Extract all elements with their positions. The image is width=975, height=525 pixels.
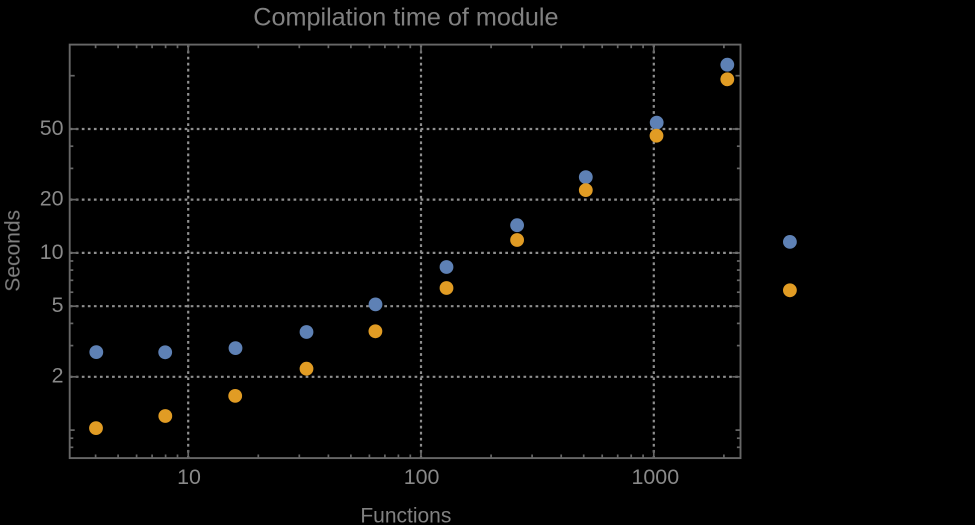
svg-text:5: 5 (52, 293, 64, 317)
svg-text:10: 10 (40, 240, 64, 264)
svg-text:2: 2 (52, 364, 64, 388)
svg-text:50: 50 (40, 116, 64, 140)
svg-text:1000: 1000 (632, 465, 680, 489)
svg-text:Functions: Functions (360, 505, 451, 525)
svg-text:20: 20 (40, 186, 64, 210)
svg-text:Seconds: Seconds (1, 210, 24, 292)
svg-text:10: 10 (177, 465, 201, 489)
svg-text:100: 100 (404, 465, 440, 489)
svg-text:Compilation time of module: Compilation time of module (253, 3, 558, 31)
